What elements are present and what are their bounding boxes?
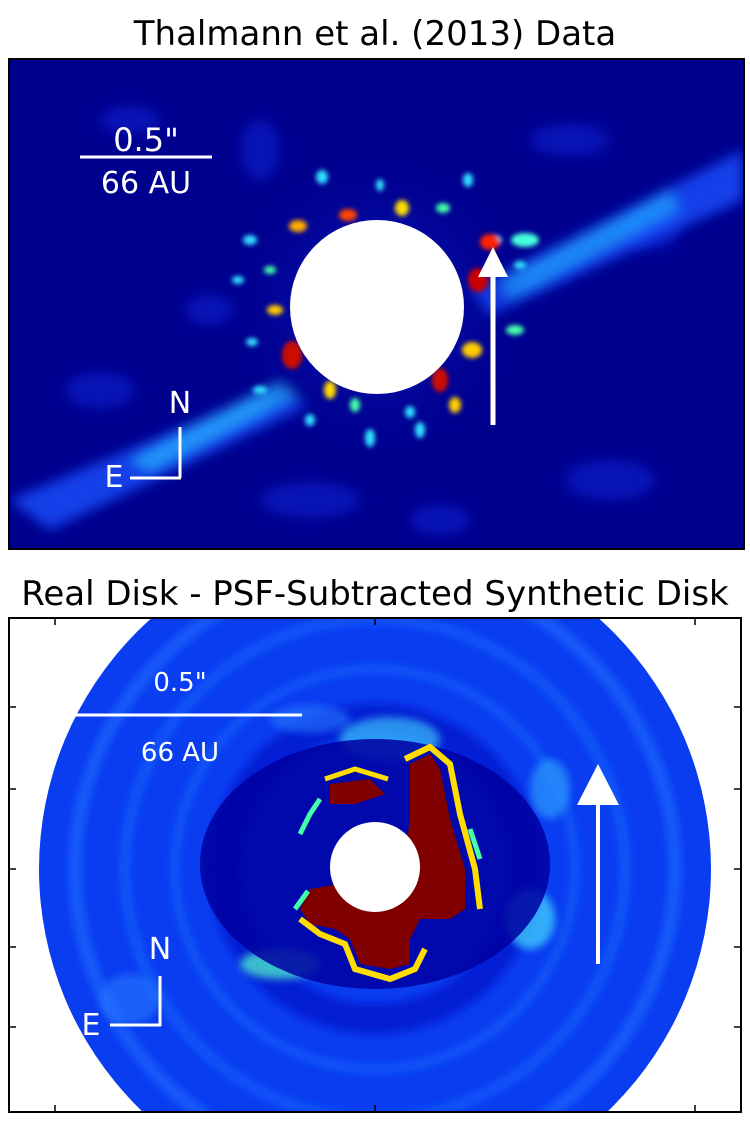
scale-bar-angular: 0.5"	[113, 121, 179, 159]
compass: N E	[105, 386, 192, 495]
top-panel-title: Thalmann et al. (2013) Data	[133, 14, 617, 54]
scale-bar-angular: 0.5"	[153, 668, 206, 698]
compass-east: E	[82, 1008, 101, 1043]
coronagraph-mask	[330, 822, 420, 912]
speckles	[232, 170, 539, 447]
compass-north: N	[169, 386, 191, 421]
compass-north: N	[149, 932, 171, 967]
direction-arrow	[478, 247, 508, 425]
top-image-canvas: 0.5" 66 AU N E	[10, 60, 743, 548]
scale-bar: 0.5" 66 AU	[80, 121, 212, 201]
compass-east: E	[105, 460, 124, 495]
compass: N E	[82, 932, 172, 1043]
top-disk-image: 0.5" 66 AU N E	[8, 58, 745, 550]
direction-arrow	[577, 764, 619, 964]
scale-bar-physical: 66 AU	[141, 738, 219, 768]
bottom-panel-title: Real Disk - PSF-Subtracted Synthetic Dis…	[21, 574, 729, 614]
coronagraph-mask	[290, 220, 464, 394]
scale-bar: 0.5" 66 AU	[55, 668, 302, 768]
bottom-disk-image: 0.5" 66 AU N E	[8, 617, 742, 1113]
axis-ticks	[10, 619, 740, 1111]
residual-structure	[292, 743, 483, 983]
background-noise	[65, 106, 680, 535]
bottom-image-canvas: 0.5" 66 AU N E	[10, 619, 740, 1111]
scale-bar-physical: 66 AU	[101, 166, 191, 201]
